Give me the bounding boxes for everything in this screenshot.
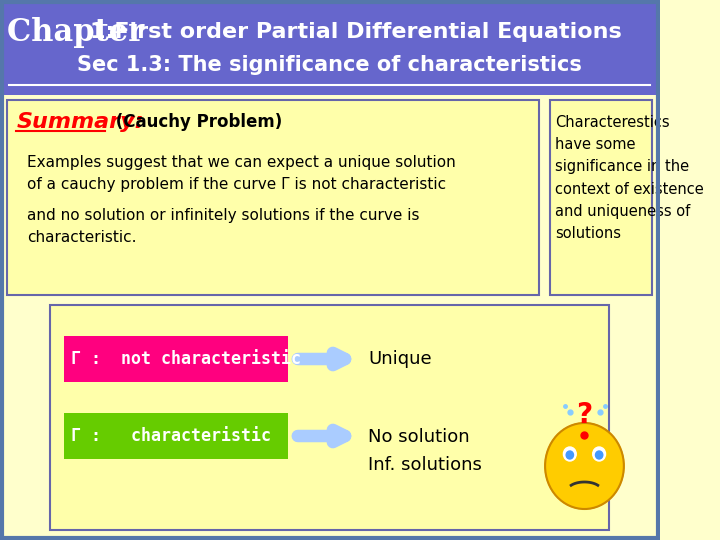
Text: Γ :   characteristic: Γ : characteristic xyxy=(71,427,271,445)
Text: Characterestics
have some
significance in the
context of existence
and uniquenes: Characterestics have some significance i… xyxy=(555,115,704,241)
FancyBboxPatch shape xyxy=(64,336,288,382)
Text: Chapter: Chapter xyxy=(7,17,156,48)
Circle shape xyxy=(593,447,606,461)
Text: (Cauchy Problem): (Cauchy Problem) xyxy=(110,113,282,131)
Circle shape xyxy=(566,451,574,459)
Text: 1:First order Partial Differential Equations: 1:First order Partial Differential Equat… xyxy=(90,22,621,42)
FancyBboxPatch shape xyxy=(64,413,288,459)
Text: Examples suggest that we can expect a unique solution
of a cauchy problem if the: Examples suggest that we can expect a un… xyxy=(27,155,456,192)
Text: Sec 1.3: The significance of characteristics: Sec 1.3: The significance of characteris… xyxy=(77,55,582,75)
Circle shape xyxy=(595,451,603,459)
Text: Γ :  not characteristic: Γ : not characteristic xyxy=(71,350,302,368)
Circle shape xyxy=(564,447,576,461)
FancyBboxPatch shape xyxy=(50,305,609,530)
Circle shape xyxy=(545,423,624,509)
Text: No solution
Inf. solutions: No solution Inf. solutions xyxy=(368,428,482,474)
Text: Summary:: Summary: xyxy=(17,112,144,132)
FancyBboxPatch shape xyxy=(7,100,539,295)
FancyArrowPatch shape xyxy=(298,430,345,442)
Text: ?: ? xyxy=(577,401,593,429)
Text: Unique: Unique xyxy=(368,350,432,368)
FancyArrowPatch shape xyxy=(298,353,345,365)
FancyBboxPatch shape xyxy=(549,100,652,295)
FancyBboxPatch shape xyxy=(0,0,660,95)
Text: and no solution or infinitely solutions if the curve is
characteristic.: and no solution or infinitely solutions … xyxy=(27,208,420,245)
